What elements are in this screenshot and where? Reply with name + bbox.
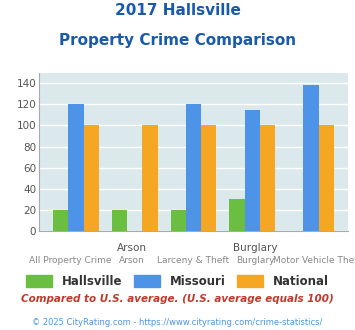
Text: © 2025 CityRating.com - https://www.cityrating.com/crime-statistics/: © 2025 CityRating.com - https://www.city… xyxy=(32,318,323,327)
Text: Arson: Arson xyxy=(117,243,147,252)
Bar xyxy=(84,125,99,231)
Bar xyxy=(303,85,318,231)
Text: Burglary: Burglary xyxy=(233,243,278,252)
Bar xyxy=(142,125,158,231)
Bar xyxy=(69,104,84,231)
Bar xyxy=(245,110,260,231)
Bar xyxy=(170,210,186,231)
Legend: Hallsville, Missouri, National: Hallsville, Missouri, National xyxy=(23,272,332,292)
Bar xyxy=(112,210,127,231)
Text: 2017 Hallsville: 2017 Hallsville xyxy=(115,3,240,18)
Text: Motor Vehicle Theft: Motor Vehicle Theft xyxy=(273,256,355,265)
Text: Arson: Arson xyxy=(119,256,144,265)
Text: Burglary: Burglary xyxy=(236,256,274,265)
Text: Larceny & Theft: Larceny & Theft xyxy=(157,256,230,265)
Bar xyxy=(229,199,245,231)
Bar xyxy=(53,210,69,231)
Text: Compared to U.S. average. (U.S. average equals 100): Compared to U.S. average. (U.S. average … xyxy=(21,294,334,304)
Bar xyxy=(186,104,201,231)
Bar xyxy=(201,125,217,231)
Text: All Property Crime: All Property Crime xyxy=(29,256,111,265)
Bar xyxy=(260,125,275,231)
Bar xyxy=(318,125,334,231)
Text: Property Crime Comparison: Property Crime Comparison xyxy=(59,33,296,48)
